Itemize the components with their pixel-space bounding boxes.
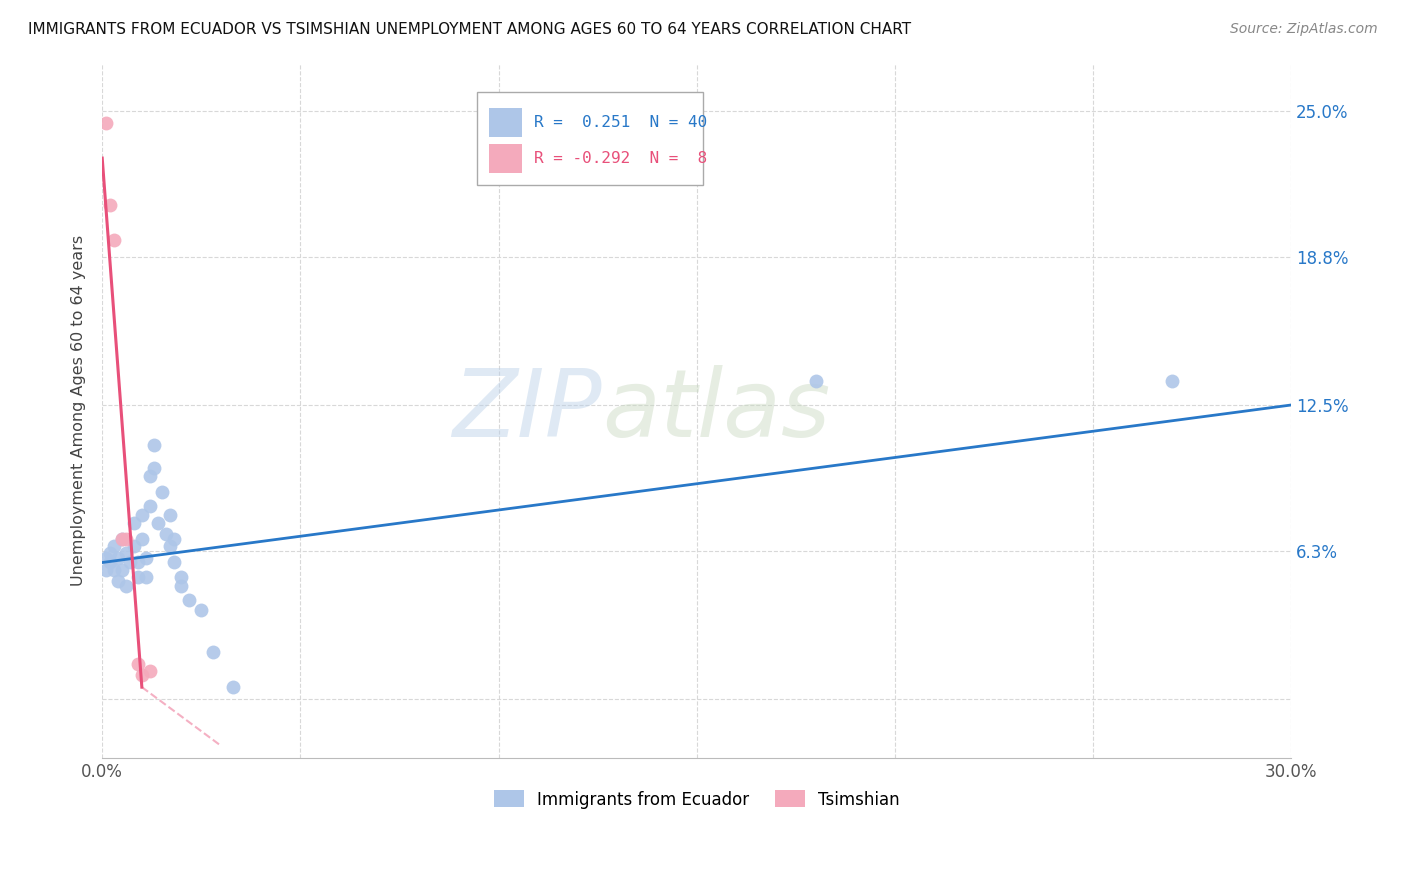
Point (103, 539, 125, 553)
Point (142, 438, 165, 452)
Point (155, 527, 177, 541)
Point (96, 116, 118, 130)
FancyBboxPatch shape (489, 108, 522, 136)
FancyBboxPatch shape (489, 144, 522, 173)
Point (103, 563, 125, 577)
Point (202, 645, 225, 659)
Point (1161, 375, 1184, 389)
Point (96, 563, 118, 577)
Text: atlas: atlas (602, 366, 830, 457)
Point (107, 550, 129, 565)
Point (179, 593, 201, 607)
Text: ZIP: ZIP (451, 366, 602, 457)
Point (111, 532, 134, 546)
Point (98, 556, 121, 570)
Point (159, 508, 181, 523)
Point (131, 532, 153, 546)
Point (98, 546, 121, 560)
Point (131, 508, 153, 523)
Point (150, 485, 173, 500)
Point (139, 499, 162, 513)
Point (103, 234, 125, 248)
Point (135, 550, 157, 565)
Point (142, 461, 165, 475)
Point (139, 664, 162, 678)
Point (115, 546, 138, 560)
Y-axis label: Unemployment Among Ages 60 to 64 years: Unemployment Among Ages 60 to 64 years (72, 235, 86, 586)
Text: Source: ZipAtlas.com: Source: ZipAtlas.com (1230, 22, 1378, 37)
Legend: Immigrants from Ecuador, Tsimshian: Immigrants from Ecuador, Tsimshian (488, 784, 905, 815)
Point (98, 198, 121, 212)
Point (170, 579, 193, 593)
Point (139, 468, 162, 483)
Point (131, 668, 153, 682)
Point (96, 550, 118, 565)
Point (159, 539, 181, 553)
Text: R = -0.292  N =  8: R = -0.292 N = 8 (534, 151, 707, 166)
Point (127, 556, 149, 570)
Point (115, 579, 138, 593)
Point (122, 516, 145, 530)
Point (122, 539, 145, 553)
Point (146, 516, 169, 530)
Text: IMMIGRANTS FROM ECUADOR VS TSIMSHIAN UNEMPLOYMENT AMONG AGES 60 TO 64 YEARS CORR: IMMIGRANTS FROM ECUADOR VS TSIMSHIAN UNE… (28, 22, 911, 37)
Point (127, 657, 149, 671)
Point (162, 556, 184, 570)
Point (170, 569, 193, 583)
FancyBboxPatch shape (477, 92, 703, 186)
Point (222, 680, 245, 694)
Point (190, 602, 212, 616)
Point (115, 532, 138, 546)
Point (135, 569, 157, 583)
Point (111, 563, 134, 577)
Point (162, 532, 184, 546)
Point (127, 569, 149, 583)
Point (107, 574, 129, 589)
Point (118, 556, 141, 570)
Point (804, 375, 827, 389)
Point (111, 532, 134, 546)
Text: R =  0.251  N = 40: R = 0.251 N = 40 (534, 115, 707, 130)
